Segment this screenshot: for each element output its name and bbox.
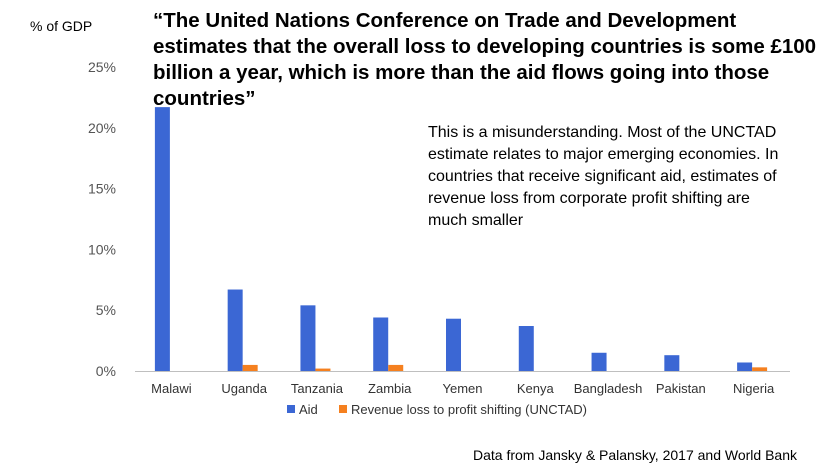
y-tick-label: 5% (96, 302, 116, 318)
x-tick-label: Malawi (151, 381, 192, 396)
bar-aid (227, 289, 243, 371)
y-tick-label: 10% (88, 241, 116, 257)
y-tick-label: 25% (88, 59, 116, 75)
x-tick-label: Kenya (517, 381, 555, 396)
x-tick-label: Tanzania (291, 381, 344, 396)
annotation-text: This is a misunderstanding. Most of the … (428, 124, 779, 229)
x-tick-label: Yemen (443, 381, 483, 396)
x-tick-label: Nigeria (733, 381, 775, 396)
x-tick-label: Zambia (368, 381, 412, 396)
bar-aid (300, 305, 316, 371)
bar-aid (154, 107, 170, 372)
bar-aid (446, 318, 461, 371)
y-tick-label: 15% (88, 181, 116, 197)
x-tick-label: Bangladesh (574, 381, 643, 396)
bar-aid (591, 352, 607, 371)
x-tick-label: Uganda (221, 381, 267, 396)
legend-swatch-aid (287, 405, 295, 413)
bar-aid (737, 362, 753, 371)
source-note: Data from Jansky & Palansky, 2017 and Wo… (473, 447, 797, 463)
legend-label-aid: Aid (299, 402, 318, 417)
y-axis-label: % of GDP (30, 18, 93, 34)
x-tick-label: Pakistan (656, 381, 706, 396)
bar-revenue-loss (388, 364, 404, 371)
y-tick-label: 0% (96, 363, 116, 379)
y-tick-label: 20% (88, 120, 116, 136)
bar-revenue-loss (752, 367, 768, 371)
legend-label-revenue-loss: Revenue loss to profit shifting (UNCTAD) (351, 402, 587, 417)
bar-aid (664, 355, 680, 371)
bar-aid (518, 326, 534, 371)
bar-revenue-loss (315, 368, 331, 371)
bar-aid (373, 317, 389, 371)
legend-swatch-revenue-loss (339, 405, 347, 413)
bar-revenue-loss (242, 364, 258, 371)
chart-title-quote: “The United Nations Conference on Trade … (153, 9, 817, 110)
